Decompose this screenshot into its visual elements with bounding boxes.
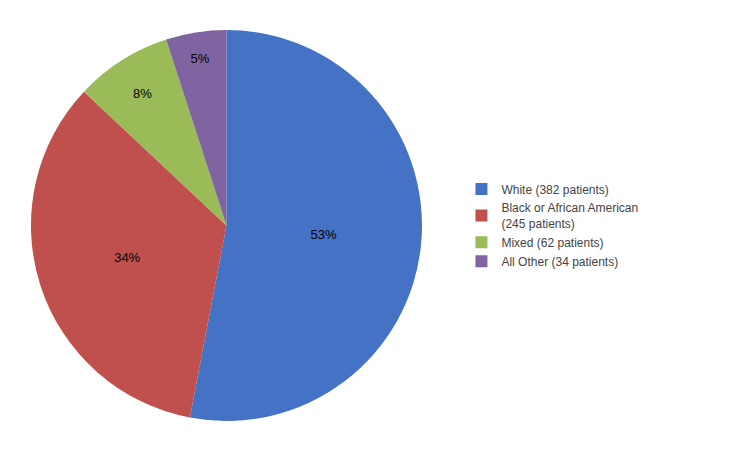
svg-text:5%: 5% xyxy=(190,51,209,66)
svg-text:8%: 8% xyxy=(133,86,152,101)
svg-text:White (382 patients): White (382 patients) xyxy=(501,183,608,197)
svg-text:Mixed (62 patients): Mixed (62 patients) xyxy=(501,236,603,250)
svg-text:53%: 53% xyxy=(311,227,337,242)
svg-text:34%: 34% xyxy=(114,250,140,265)
svg-text:All Other (34 patients): All Other (34 patients) xyxy=(501,255,618,269)
svg-text:Black or African American(245: Black or African American(245 patients) xyxy=(501,201,638,231)
